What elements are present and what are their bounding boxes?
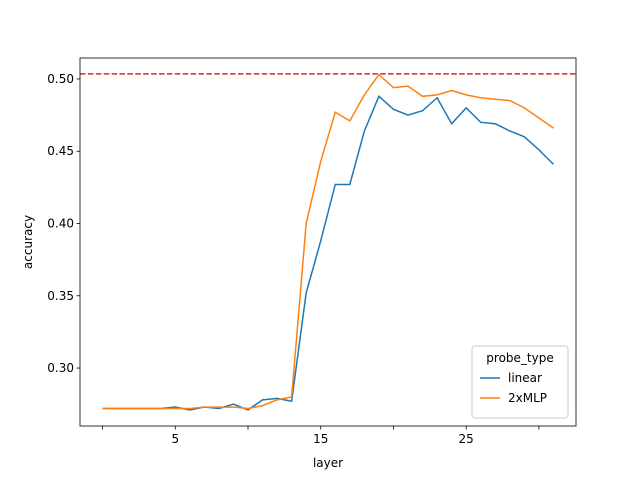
y-axis-label: accuracy <box>21 215 35 269</box>
y-tick-label: 0.50 <box>47 72 74 86</box>
x-tick-label: 25 <box>459 432 474 446</box>
series-line <box>102 95 554 411</box>
legend-title: probe_type <box>486 351 553 365</box>
y-tick-label: 0.40 <box>47 216 74 230</box>
x-tick-label: 15 <box>313 432 328 446</box>
legend-label: 2xMLP <box>508 391 547 405</box>
legend-box <box>471 345 569 419</box>
y-tick-label: 0.45 <box>47 144 74 158</box>
y-tick-label: 0.30 <box>47 361 74 375</box>
legend-label: linear <box>508 371 542 385</box>
plot-frame <box>79 57 577 427</box>
series-line <box>102 73 554 410</box>
x-axis-label: layer <box>313 456 343 470</box>
x-tick-label: 5 <box>171 432 179 446</box>
y-tick-label: 0.35 <box>47 289 74 303</box>
